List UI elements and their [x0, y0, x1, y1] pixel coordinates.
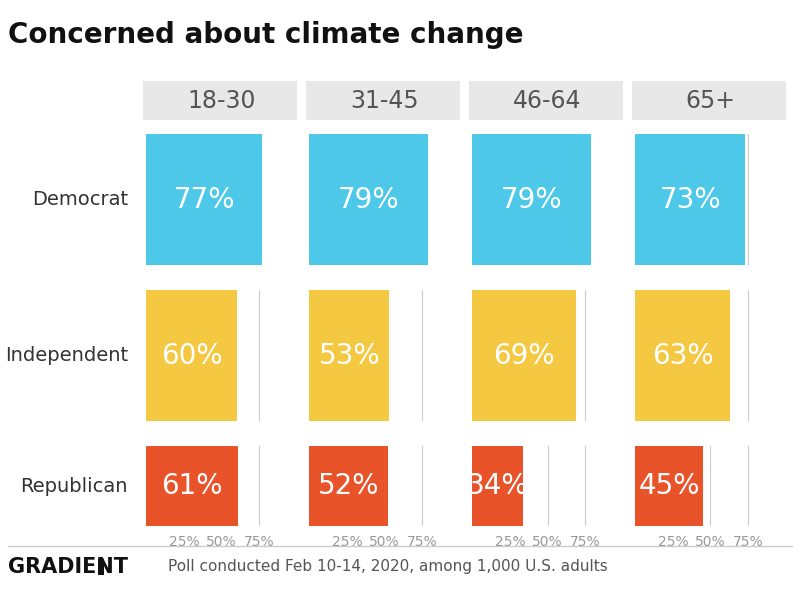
- Text: 46-64: 46-64: [514, 88, 582, 113]
- Bar: [635, 444, 703, 528]
- Text: 50%: 50%: [532, 535, 563, 549]
- Bar: [635, 287, 730, 424]
- Bar: [635, 131, 745, 268]
- Text: 34%: 34%: [467, 472, 529, 500]
- Bar: [472, 287, 576, 424]
- Text: 75%: 75%: [406, 535, 438, 549]
- Bar: [146, 287, 237, 424]
- Text: 25%: 25%: [658, 535, 688, 549]
- Text: 73%: 73%: [659, 185, 721, 214]
- Text: 50%: 50%: [369, 535, 400, 549]
- Bar: [310, 287, 389, 424]
- Text: Republican: Republican: [21, 476, 128, 496]
- Bar: [310, 131, 428, 268]
- Bar: [146, 444, 238, 528]
- Bar: [146, 131, 262, 268]
- Text: 52%: 52%: [318, 472, 379, 500]
- Text: 60%: 60%: [161, 341, 222, 370]
- Text: 75%: 75%: [733, 535, 763, 549]
- Text: 75%: 75%: [244, 535, 274, 549]
- Text: 65+: 65+: [686, 88, 735, 113]
- Text: 79%: 79%: [338, 185, 399, 214]
- Text: 69%: 69%: [494, 341, 555, 370]
- Bar: [472, 444, 523, 528]
- Text: 77%: 77%: [174, 185, 235, 214]
- Text: 45%: 45%: [638, 472, 700, 500]
- Text: 63%: 63%: [652, 341, 714, 370]
- Text: Poll conducted Feb 10-14, 2020, among 1,000 U.S. adults: Poll conducted Feb 10-14, 2020, among 1,…: [168, 559, 608, 575]
- Text: Concerned about climate change: Concerned about climate change: [8, 21, 523, 49]
- Bar: [310, 444, 387, 528]
- Text: 50%: 50%: [695, 535, 726, 549]
- Text: 75%: 75%: [570, 535, 600, 549]
- Text: 53%: 53%: [318, 341, 380, 370]
- Text: 50%: 50%: [206, 535, 237, 549]
- Text: 61%: 61%: [162, 472, 223, 500]
- Text: Democrat: Democrat: [32, 190, 128, 209]
- Text: 25%: 25%: [169, 535, 199, 549]
- Bar: [472, 131, 591, 268]
- Text: Independent: Independent: [5, 346, 128, 365]
- Text: GRADIENT: GRADIENT: [8, 557, 128, 577]
- Text: 31-45: 31-45: [350, 88, 419, 113]
- Text: 25%: 25%: [332, 535, 362, 549]
- Text: 25%: 25%: [494, 535, 526, 549]
- Text: 18-30: 18-30: [187, 88, 256, 113]
- Text: 79%: 79%: [501, 185, 562, 214]
